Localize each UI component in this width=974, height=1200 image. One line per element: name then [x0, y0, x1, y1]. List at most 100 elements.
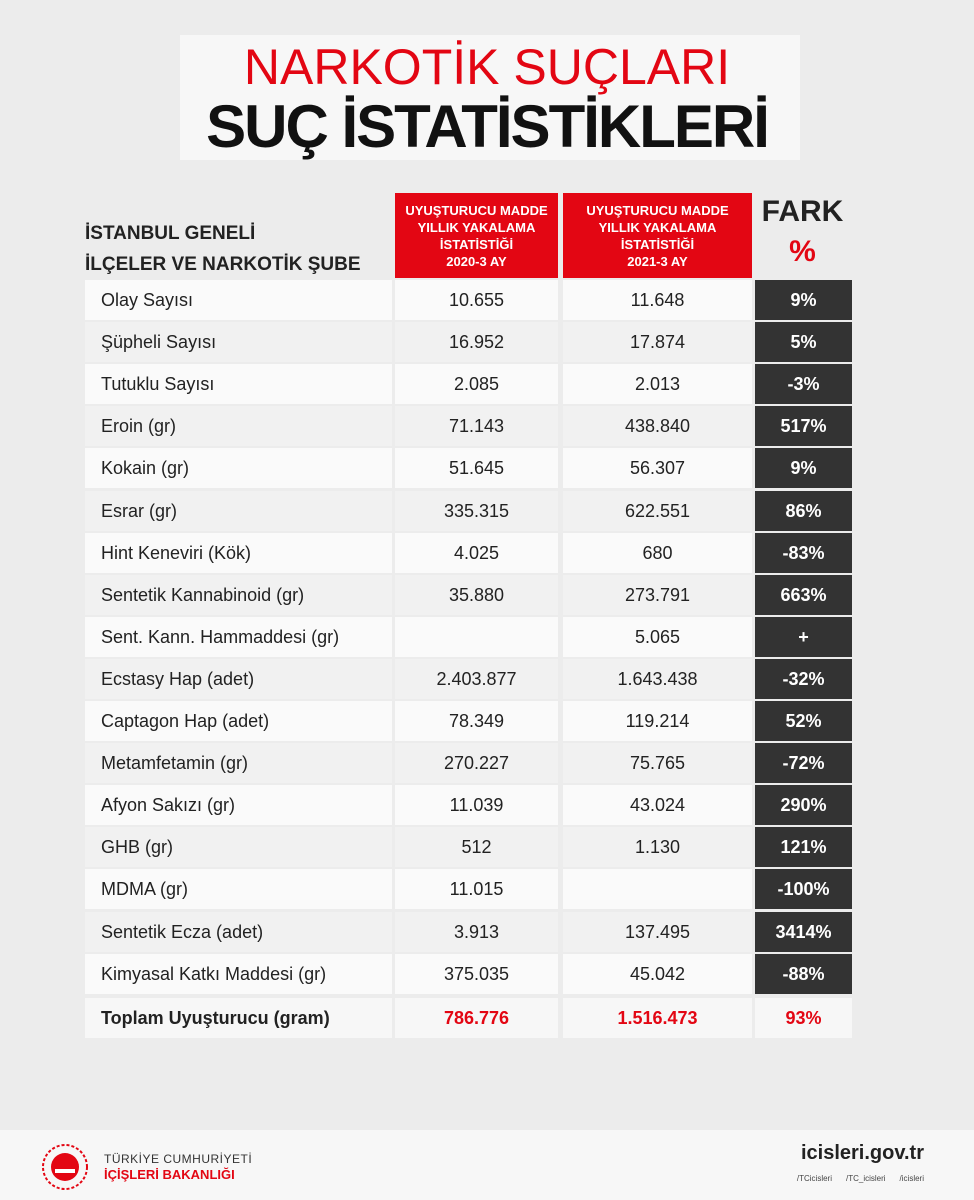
header-line: YILLIK YAKALAMA	[417, 219, 536, 235]
table-cell: -72%	[755, 743, 852, 784]
header-line: 2021-3 AY	[627, 253, 688, 269]
table-cell: 3414%	[755, 911, 852, 952]
corner-line: İLÇELER VE NARKOTİK ŞUBE	[85, 254, 361, 275]
table-cell: 517%	[755, 406, 852, 447]
table-cell: 35.880	[395, 574, 558, 615]
table-cell: 1.130	[563, 827, 752, 868]
table-cell: 438.840	[563, 406, 752, 447]
table-cell: 56.307	[563, 448, 752, 489]
table-cell: Kimyasal Katkı Maddesi (gr)	[85, 953, 392, 994]
table-cell: 786.776	[395, 997, 558, 1038]
table-cell: 52%	[755, 701, 852, 741]
website: icisleri.gov.tr	[800, 1142, 924, 1164]
table-cell: 663%	[755, 574, 852, 615]
logo	[42, 1144, 88, 1190]
table-cell: 9%	[755, 280, 852, 320]
table-cell: 121%	[755, 827, 852, 868]
table-cell: Toplam Uyuşturucu (gram)	[85, 997, 392, 1038]
header-line: İSTATİSTİĞİ	[439, 236, 514, 252]
header-line: FARK	[761, 195, 844, 228]
table-cell: Sentetik Ecza (adet)	[85, 911, 392, 952]
table-cell: Sent. Kann. Hammaddesi (gr)	[85, 616, 392, 657]
table-cell: 1.643.438	[563, 658, 752, 699]
table-cell: 335.315	[395, 490, 558, 531]
table-cell: 2.013	[563, 364, 752, 405]
header-line: YILLIK YAKALAMA	[598, 219, 717, 235]
table-cell: Esrar (gr)	[85, 490, 392, 531]
social-handle: /TCicisleri	[796, 1174, 832, 1183]
table-cell: 375.035	[395, 953, 558, 994]
org-line: TÜRKİYE CUMHURİYETİ	[104, 1152, 253, 1166]
table-cell: 622.551	[563, 490, 752, 531]
table-cell: 270.227	[395, 743, 558, 784]
subtitle: SUÇ İSTATİSTİKLERİ	[206, 93, 770, 160]
table-cell: 93%	[755, 997, 852, 1038]
header-line: UYUŞTURUCU MADDE	[405, 202, 548, 218]
table-cell: Hint Keneviri (Kök)	[85, 532, 392, 573]
table-cell: 680	[563, 532, 752, 573]
header-line: 2020-3 AY	[446, 253, 507, 269]
table-cell: -83%	[755, 532, 852, 573]
table-cell: Eroin (gr)	[85, 406, 392, 447]
table-cell: 75.765	[563, 743, 752, 784]
title-band	[180, 35, 800, 160]
table-cell: Olay Sayısı	[85, 280, 392, 320]
corner-line: İSTANBUL GENELİ	[85, 223, 256, 244]
table-cell: 11.648	[563, 280, 752, 320]
table-cell: 78.349	[395, 701, 558, 741]
table-cell: 71.143	[395, 406, 558, 447]
table-cell: Şüpheli Sayısı	[85, 322, 392, 363]
table-cell: 16.952	[395, 322, 558, 363]
table-cell: Tutuklu Sayısı	[85, 364, 392, 405]
header-line: %	[789, 235, 816, 268]
table-cell	[563, 869, 752, 910]
column-header: UYUŞTURUCU MADDE YILLIK YAKALAMA İSTATİS…	[395, 193, 558, 278]
table-cell: 9%	[755, 448, 852, 489]
table-cell: -88%	[755, 953, 852, 994]
corner-label: İSTANBUL GENELİ İLÇELER VE NARKOTİK ŞUBE	[85, 218, 361, 280]
table-cell: 1.516.473	[563, 997, 752, 1038]
table-cell: 86%	[755, 490, 852, 531]
table-cell: Ecstasy Hap (adet)	[85, 658, 392, 699]
column-header: UYUŞTURUCU MADDE YILLIK YAKALAMA İSTATİS…	[563, 193, 752, 278]
table-cell: 290%	[755, 785, 852, 826]
table-cell: -100%	[755, 869, 852, 910]
table-cell: GHB (gr)	[85, 827, 392, 868]
table-cell: Sentetik Kannabinoid (gr)	[85, 574, 392, 615]
table-cell: 512	[395, 827, 558, 868]
table-cell: 2.085	[395, 364, 558, 405]
social-handle: /TC_icisleri	[845, 1174, 886, 1183]
header-line: İSTATİSTİĞİ	[620, 236, 695, 252]
table-cell: 273.791	[563, 574, 752, 615]
table-cell: 17.874	[563, 322, 752, 363]
table-cell: 51.645	[395, 448, 558, 489]
table-cell: 3.913	[395, 911, 558, 952]
table-cell: 43.024	[563, 785, 752, 826]
footer: TÜRKİYE CUMHURİYETİ İÇİŞLERİ BAKANLIĞI i…	[0, 1130, 974, 1200]
table-cell: 5%	[755, 322, 852, 363]
table-cell: 45.042	[563, 953, 752, 994]
table-cell: Afyon Sakızı (gr)	[85, 785, 392, 826]
table-cell: 119.214	[563, 701, 752, 741]
table-cell: 11.015	[395, 869, 558, 910]
table-cell: 137.495	[563, 911, 752, 952]
table-cell	[395, 616, 558, 657]
table-cell: 4.025	[395, 532, 558, 573]
social: /TCicisleri /TC_icisleri /icisleri	[797, 1174, 924, 1183]
social-handle: /icisleri	[899, 1174, 924, 1183]
title: NARKOTİK SUÇLARI	[243, 39, 731, 95]
table-cell: -3%	[755, 364, 852, 405]
org-line: İÇİŞLERİ BAKANLIĞI	[104, 1167, 235, 1182]
fark-header: FARK %	[755, 192, 850, 272]
table-cell: 2.403.877	[395, 658, 558, 699]
table-cell: Kokain (gr)	[85, 448, 392, 489]
table-cell: 5.065	[563, 616, 752, 657]
table-cell: Metamfetamin (gr)	[85, 743, 392, 784]
table-cell: -32%	[755, 658, 852, 699]
table-cell: MDMA (gr)	[85, 869, 392, 910]
table-cell: Captagon Hap (adet)	[85, 701, 392, 741]
table-cell: +	[755, 616, 852, 657]
table-cell: 10.655	[395, 280, 558, 320]
table-cell: 11.039	[395, 785, 558, 826]
